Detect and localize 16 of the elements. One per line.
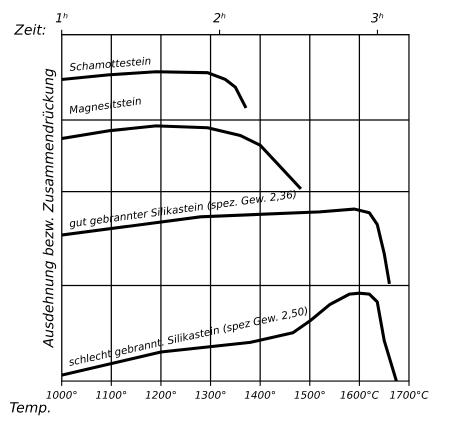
x-tick-label: 1200°	[146, 390, 176, 399]
x-tick-label: 1400°	[244, 390, 276, 399]
x-tick-label: 1700°C	[390, 390, 428, 399]
text: Magnesitstein	[68, 96, 142, 116]
x-tick-label: 1600°C	[340, 390, 379, 399]
x-tick-label: 1300°	[195, 390, 226, 399]
y-axis-title: Ausdehnung bezw. Zusammendrückung	[42, 68, 56, 348]
x-tick-label: 1000°	[46, 390, 77, 399]
x-axis-title: Temp.	[10, 402, 50, 416]
x-tick-label: 1100°	[96, 390, 126, 399]
x2-tick-label: 1ʰ	[56, 12, 68, 22]
x2-tick-label: 2ʰ	[213, 12, 226, 22]
series-label: Schamottestein	[69, 56, 151, 72]
x2-axis-title: Zeit:	[14, 24, 46, 35]
x-tick-label: 1500°	[294, 390, 325, 399]
x2-tick-label: 3ʰ	[370, 12, 384, 22]
